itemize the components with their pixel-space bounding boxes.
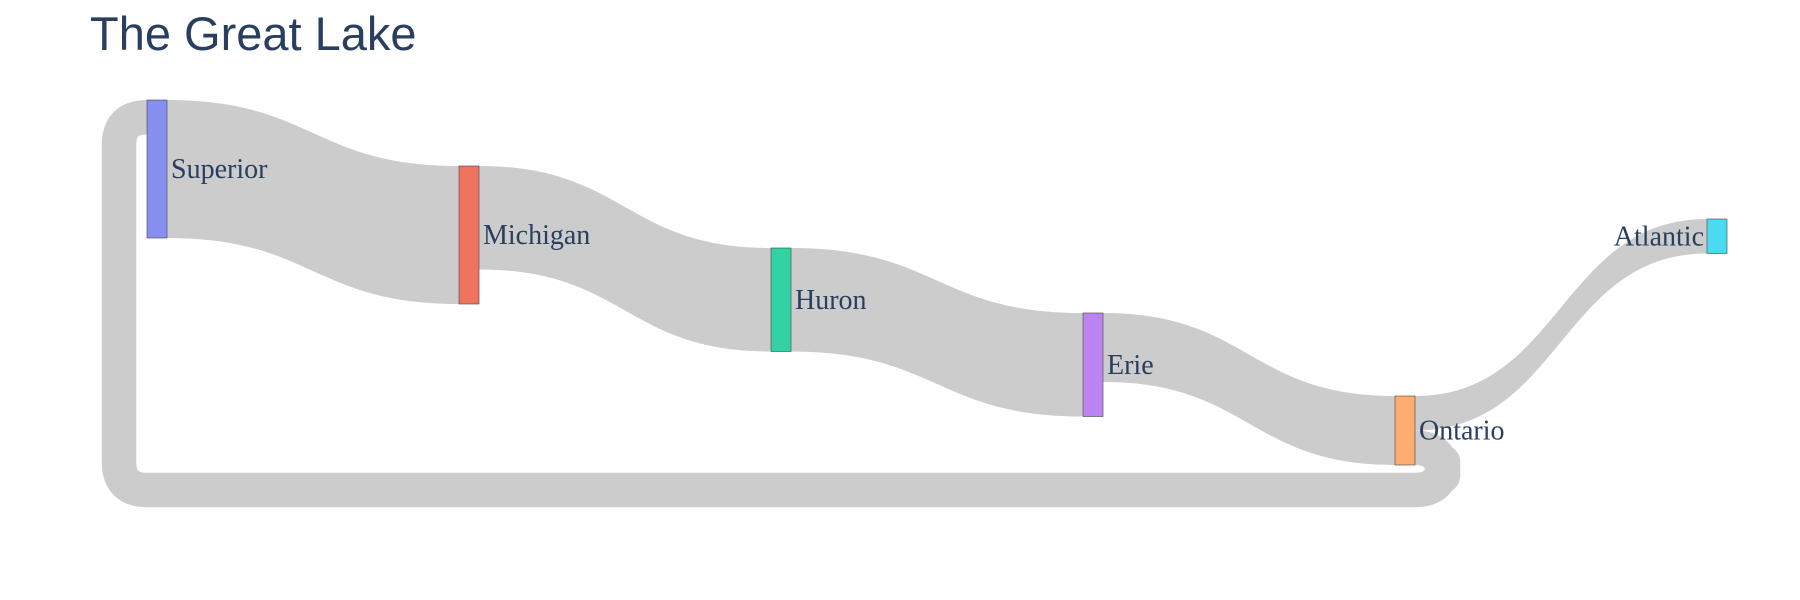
node-label-ontario: Ontario — [1419, 416, 1505, 447]
link-erie-to-ontario[interactable] — [1103, 313, 1395, 465]
node-superior[interactable] — [146, 99, 168, 239]
node-label-superior: Superior — [171, 154, 268, 185]
link-michigan-to-huron[interactable] — [479, 166, 771, 352]
chart-title: The Great Lake — [90, 7, 417, 60]
link-huron-to-erie[interactable] — [791, 248, 1083, 417]
node-label-atlantic: Atlantic — [1614, 221, 1704, 252]
links-layer — [101, 100, 1707, 508]
node-michigan[interactable] — [458, 165, 480, 305]
node-label-michigan: Michigan — [483, 220, 590, 251]
link-ontario-to-superior[interactable] — [101, 100, 1461, 508]
link-ontario-to-atlantic[interactable] — [1415, 219, 1707, 431]
node-ontario[interactable] — [1394, 395, 1416, 466]
labels-layer: Superior Michigan Huron Erie Ontario Atlantic — [171, 154, 1704, 447]
node-label-huron: Huron — [795, 285, 867, 316]
node-label-erie: Erie — [1107, 350, 1154, 381]
node-huron[interactable] — [770, 247, 792, 352]
node-atlantic[interactable] — [1706, 218, 1728, 254]
link-superior-to-michigan[interactable] — [167, 100, 459, 304]
node-erie[interactable] — [1082, 312, 1104, 417]
nodes-layer — [146, 99, 1728, 466]
